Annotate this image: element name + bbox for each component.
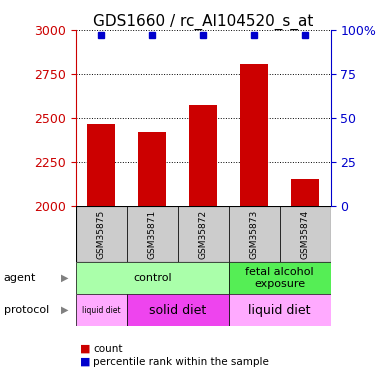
Bar	[189, 105, 217, 375]
Bar	[240, 64, 268, 375]
Bar	[76, 262, 229, 294]
Text: solid diet: solid diet	[149, 304, 206, 317]
Text: liquid diet: liquid diet	[82, 306, 121, 315]
Text: GSM35871: GSM35871	[148, 210, 157, 259]
Bar	[229, 294, 331, 326]
Text: protocol: protocol	[4, 305, 49, 315]
Text: fetal alcohol
exposure: fetal alcohol exposure	[245, 267, 314, 289]
Text: GSM35875: GSM35875	[97, 210, 106, 259]
Text: agent: agent	[4, 273, 36, 283]
Bar	[127, 294, 229, 326]
Text: GSM35874: GSM35874	[301, 210, 310, 259]
Bar	[127, 206, 178, 262]
Title: GDS1660 / rc_AI104520_s_at: GDS1660 / rc_AI104520_s_at	[93, 14, 314, 30]
Bar	[76, 206, 127, 262]
Text: ▶: ▶	[61, 305, 68, 315]
Bar	[87, 124, 116, 375]
Text: count: count	[93, 344, 123, 354]
Text: GSM35872: GSM35872	[199, 210, 208, 259]
Text: GSM35873: GSM35873	[250, 210, 259, 259]
Bar	[76, 294, 127, 326]
Bar	[229, 206, 280, 262]
Text: ■: ■	[80, 344, 90, 354]
Text: control: control	[133, 273, 172, 283]
Text: percentile rank within the sample: percentile rank within the sample	[93, 357, 269, 367]
Bar	[178, 206, 229, 262]
Text: liquid diet: liquid diet	[249, 304, 311, 317]
Text: ■: ■	[80, 357, 90, 367]
Bar	[280, 206, 331, 262]
Bar	[291, 179, 319, 375]
Bar	[229, 262, 331, 294]
Text: ▶: ▶	[61, 273, 68, 283]
Bar	[138, 132, 166, 375]
